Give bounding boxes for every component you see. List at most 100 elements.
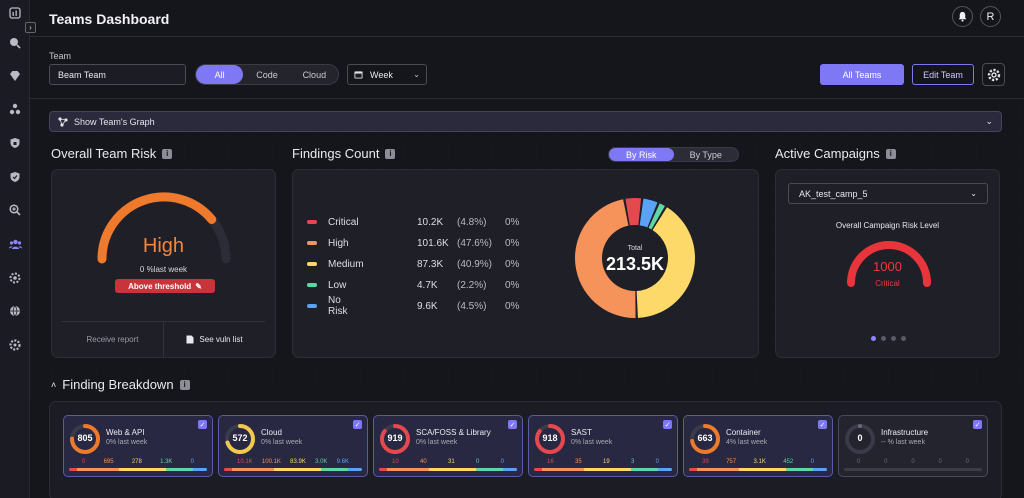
shield-lock-icon[interactable] <box>7 135 23 151</box>
breakdown-card-container[interactable]: 663 Container 4% last week ✓ 39 757 3.1K 452 0 <box>683 415 833 477</box>
breakdown-bar <box>844 468 982 471</box>
breakdown-card-cloud[interactable]: 572 Cloud 0% last week ✓ 10.1K 100.1K 83.9K 3.0… <box>218 415 368 477</box>
findings-row: Critical 10.2K (4.8%) 0% <box>307 215 519 229</box>
search-icon[interactable] <box>7 35 23 51</box>
globe-icon[interactable] <box>7 303 23 319</box>
breakdown-count: 0 <box>911 459 915 465</box>
checkbox-checked-icon[interactable]: ✓ <box>353 420 362 429</box>
all-teams-button[interactable]: All Teams <box>820 64 904 85</box>
breakdown-count: 278 <box>131 459 142 465</box>
findings-row: No Risk 9.6K (4.5%) 0% <box>307 295 519 317</box>
carousel-dot[interactable] <box>901 336 906 341</box>
severity-count: 9.6K <box>417 300 438 312</box>
scope-option-cloud[interactable]: Cloud <box>302 69 327 80</box>
risk-change: 0 %last week <box>139 265 188 274</box>
severity-name: Medium <box>328 258 364 270</box>
diamond-icon[interactable] <box>7 68 23 84</box>
campaign-select[interactable]: AK_test_camp_5 ⌄ <box>788 183 988 204</box>
team-label: Team <box>49 51 72 61</box>
breakdown-count: 0 <box>857 459 861 465</box>
document-icon <box>186 335 194 344</box>
breakdown-count: 0 <box>82 459 86 465</box>
breakdown-change: 4% last week <box>726 439 768 446</box>
breakdown-change: 0% last week <box>261 439 303 446</box>
severity-count: 4.7K <box>417 279 438 291</box>
breakdown-card-infrastructure[interactable]: 0 Infrastructure -- % last week ✓ 0 0 0 0 0 <box>838 415 988 477</box>
carousel-dot[interactable] <box>871 336 876 341</box>
info-icon[interactable]: i <box>385 148 396 159</box>
toggle-by-risk[interactable]: By Risk <box>609 148 674 161</box>
severity-name: High <box>328 237 349 249</box>
scope-option-all[interactable]: All <box>196 65 244 84</box>
breakdown-bar-segment <box>534 468 543 471</box>
breakdown-bar-segment <box>320 468 349 471</box>
info-icon[interactable]: i <box>162 148 173 159</box>
donut-slice-medium[interactable] <box>636 207 696 318</box>
show-team-graph-toggle[interactable]: Show Team's Graph ⌄ <box>49 111 1002 132</box>
breakdown-bar-segment <box>785 468 814 471</box>
period-select[interactable]: Week ⌄ <box>347 64 427 85</box>
breakdown-count: 0 <box>810 459 814 465</box>
gear-icon[interactable] <box>7 337 23 353</box>
breakdown-count: 3 <box>631 459 635 465</box>
breakdown-change: 0% last week <box>416 439 458 446</box>
chart-icon[interactable] <box>7 5 23 21</box>
edit-team-button[interactable]: Edit Team <box>912 64 974 85</box>
left-sidebar <box>0 0 30 498</box>
settings-button[interactable] <box>982 63 1005 86</box>
checkbox-checked-icon[interactable]: ✓ <box>508 420 517 429</box>
breakdown-card-web-api[interactable]: 805 Web & API 0% last week ✓ 0 695 278 1.3K 0 <box>63 415 213 477</box>
see-vuln-list-button[interactable]: See vuln list <box>163 322 265 357</box>
checkbox-checked-icon[interactable]: ✓ <box>818 420 827 429</box>
severity-percent: (40.9%) <box>457 258 493 270</box>
breakdown-card-sca-foss-library[interactable]: 919 SCA/FOSS & Library 0% last week ✓ 10 40 31… <box>373 415 523 477</box>
sidebar-expand-button[interactable]: › <box>25 22 36 33</box>
breakdown-card-sast[interactable]: 918 SAST 0% last week ✓ 16 35 19 3 0 <box>528 415 678 477</box>
severity-name: No Risk <box>328 295 348 317</box>
cluster-icon[interactable] <box>7 101 23 117</box>
breakdown-count: 3.0K <box>315 459 328 465</box>
breakdown-change: 0% last week <box>106 439 148 446</box>
donut-slice-no-risk[interactable] <box>639 198 658 228</box>
severity-percent: (4.8%) <box>457 216 487 228</box>
campaign-risk-label: Overall Campaign Risk Level <box>835 221 940 230</box>
breakdown-ring <box>225 424 255 454</box>
breakdown-count: 0 <box>476 459 480 465</box>
breakdown-count: 0 <box>965 459 969 465</box>
team-input[interactable] <box>49 64 186 85</box>
donut-slice-high[interactable] <box>575 199 636 318</box>
teams-icon[interactable] <box>7 236 23 252</box>
donut-total-value: 213.5K <box>605 254 665 274</box>
notifications-button[interactable] <box>952 6 973 27</box>
breakdown-heading[interactable]: ˄ Finding Breakdown i <box>51 377 190 392</box>
settings-gear-icon[interactable] <box>7 270 23 286</box>
shield-check-icon[interactable] <box>7 169 23 185</box>
carousel-dot[interactable] <box>881 336 886 341</box>
breakdown-title: Finding Breakdown <box>62 377 174 392</box>
donut-slice-critical[interactable] <box>625 198 642 226</box>
severity-percent: (47.6%) <box>457 237 493 249</box>
carousel-dot[interactable] <box>891 336 896 341</box>
breakdown-count: 40 <box>420 459 427 465</box>
breakdown-bar-segment <box>475 468 504 471</box>
receive-report-button[interactable]: Receive report <box>62 322 163 357</box>
carousel-dots[interactable] <box>871 336 906 341</box>
breakdown-name: Container <box>726 428 761 437</box>
breakdown-count: 757 <box>726 459 737 465</box>
toggle-by-type[interactable]: By Type <box>689 149 722 160</box>
breakdown-bar-segment <box>658 468 672 471</box>
checkbox-checked-icon[interactable]: ✓ <box>973 420 982 429</box>
donut-slice-low[interactable] <box>648 203 665 230</box>
checkbox-checked-icon[interactable]: ✓ <box>663 420 672 429</box>
scope-option-code[interactable]: Code <box>256 69 278 80</box>
breakdown-counts: 10.1K 100.1K 83.9K 3.0K 9.6K <box>225 459 361 465</box>
breakdown-bar-segment <box>428 468 476 471</box>
zoom-icon[interactable] <box>7 202 23 218</box>
threshold-badge[interactable]: Above threshold ✎ <box>115 279 215 293</box>
info-icon[interactable]: i <box>885 148 896 159</box>
user-avatar[interactable]: R <box>980 6 1001 27</box>
breakdown-ring <box>845 424 875 454</box>
campaign-risk-value: 1000 <box>873 259 902 274</box>
info-icon[interactable]: i <box>179 379 190 390</box>
checkbox-checked-icon[interactable]: ✓ <box>198 420 207 429</box>
